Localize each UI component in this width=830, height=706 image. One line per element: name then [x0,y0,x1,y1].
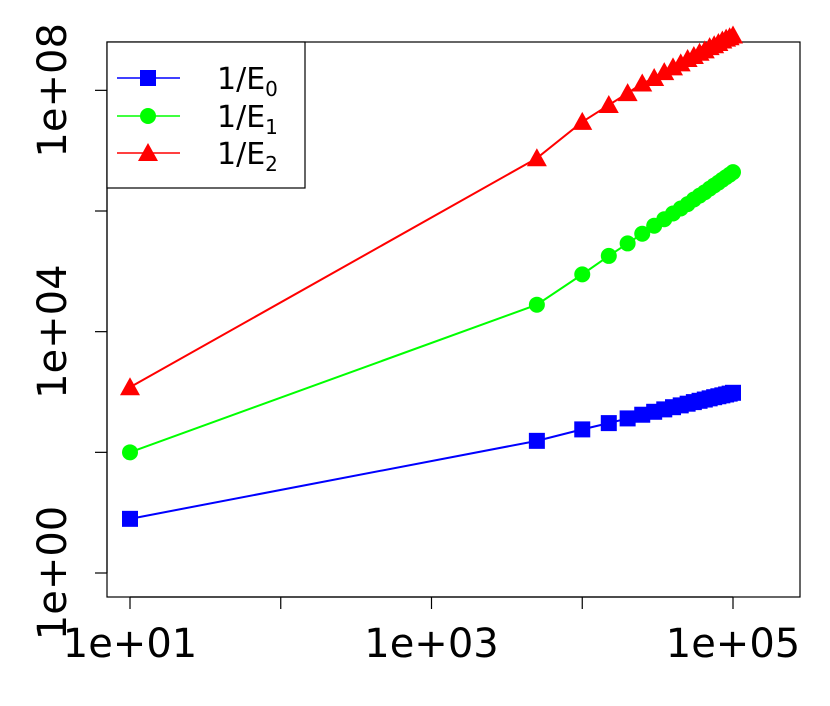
circle-marker [600,247,617,264]
circle-marker [574,266,591,283]
series-1 [122,164,741,461]
square-marker [600,415,617,432]
triangle-marker [526,148,547,167]
triangle-marker [598,95,619,114]
legend-box [106,41,306,189]
triangle-marker [138,143,158,161]
triangle-marker [572,111,593,130]
series-layer [120,25,743,527]
circle-marker [725,164,741,181]
triangle-marker [632,73,653,92]
series-2 [120,25,743,396]
square-marker [574,421,591,438]
square-marker [122,510,138,527]
y-axis: 1e+00 1e+04 1e+08 [30,23,108,640]
triangle-marker [644,68,665,87]
series-0 [122,384,741,527]
x-tick-label: 1e+03 [364,621,498,667]
legend: 1/E01/E11/E2 [106,41,306,189]
square-marker [528,432,545,449]
legend-label: 1/E1 [217,100,278,139]
y-tick-label: 1e+00 [30,506,76,640]
triangle-marker [654,62,675,81]
y-tick-label: 1e+08 [30,23,76,157]
square-marker [619,410,636,427]
circle-marker [634,225,651,242]
triangle-marker [617,83,638,102]
circle-marker [140,108,156,124]
square-marker [140,70,156,86]
circle-marker [122,444,138,461]
x-tick-label: 1e+05 [666,621,800,667]
circle-marker [528,296,545,313]
x-tick-label: 1e+01 [63,621,197,667]
triangle-marker [120,377,140,396]
square-marker [725,384,741,401]
circle-marker [619,235,636,252]
legend-label: 1/E2 [217,137,278,176]
x-axis: 1e+01 1e+03 1e+05 [63,596,800,667]
legend-label: 1/E0 [217,62,278,101]
triangle-marker [723,25,743,44]
y-tick-label: 1e+04 [30,264,76,398]
